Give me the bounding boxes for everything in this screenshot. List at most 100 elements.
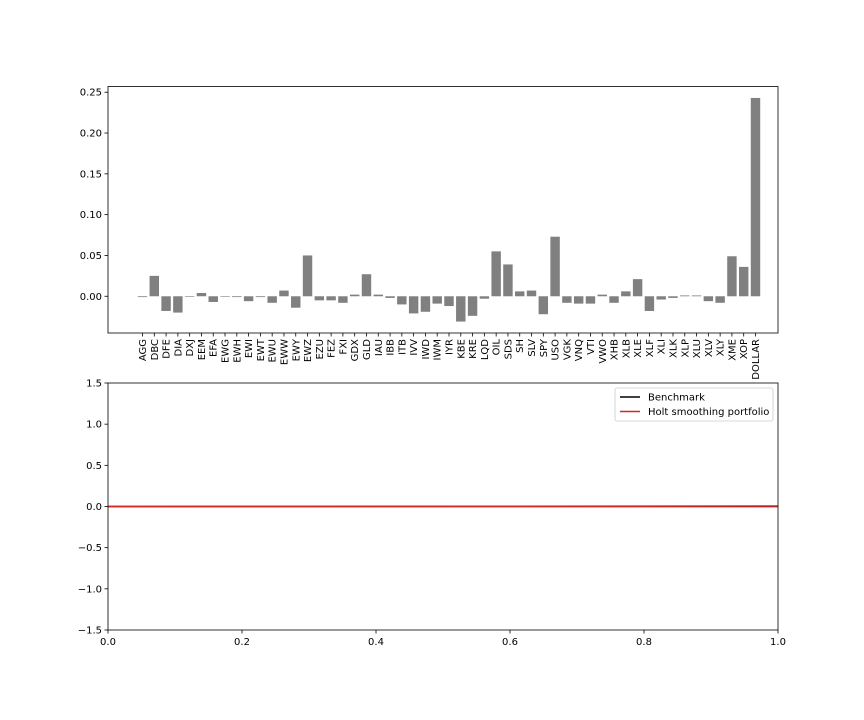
line-y-tick-label: 1.5 bbox=[86, 379, 102, 390]
line-y-tick-label: 0.0 bbox=[86, 502, 102, 513]
bar-x-tick-label: USO bbox=[551, 339, 562, 361]
bar-x-tick-label: DXJ bbox=[185, 339, 196, 357]
line-y-tick-label: −0.5 bbox=[78, 543, 102, 554]
bar-x-tick-label: XHB bbox=[610, 339, 621, 360]
bar-y-tick-label: 0.15 bbox=[80, 169, 102, 180]
bar-xop bbox=[739, 266, 749, 297]
bar-sds bbox=[503, 264, 513, 297]
bar-x-tick-label: VTI bbox=[586, 339, 597, 355]
bar-vwo bbox=[597, 294, 607, 297]
legend: Benchmark Holt smoothing portfolio bbox=[614, 387, 774, 422]
bar-x-tick-label: FXI bbox=[338, 339, 349, 355]
bar-efa bbox=[208, 296, 218, 302]
bar-ewh bbox=[232, 296, 242, 298]
bar-x-tick-label: IAU bbox=[374, 339, 385, 356]
legend-label-holt-smoothing-portfolio: Holt smoothing portfolio bbox=[648, 407, 769, 418]
bar-uso bbox=[550, 236, 560, 297]
bar-x-tick-label: XLY bbox=[716, 338, 727, 356]
line-y-tick-label: −1.0 bbox=[78, 584, 102, 595]
bar-y-tick-label: 0.10 bbox=[80, 210, 102, 221]
bar-x-tick-label: EWW bbox=[279, 339, 290, 365]
bar-x-tick-label: GDX bbox=[350, 339, 361, 361]
bar-y-tick-label: 0.25 bbox=[80, 88, 102, 99]
bar-xme bbox=[727, 256, 737, 297]
bar-fez bbox=[326, 296, 336, 301]
bar-xlk bbox=[668, 296, 678, 298]
bar-xlb bbox=[621, 291, 631, 297]
bar-x-tick-label: DIA bbox=[173, 339, 184, 357]
bar-iyr bbox=[444, 296, 454, 307]
line-x-tick-label: 0.2 bbox=[234, 637, 250, 648]
line-x-tick-label: 0.6 bbox=[502, 637, 518, 648]
bar-kre bbox=[467, 296, 478, 316]
bar-ewy bbox=[291, 296, 301, 308]
bar-xlp bbox=[680, 295, 690, 297]
bar-vnq bbox=[573, 296, 584, 304]
bar-iwd bbox=[420, 296, 431, 312]
bar-x-tick-label: SH bbox=[515, 339, 526, 353]
bar-chart: 0.00 0.05 0.10 0.15 0.20 0.25 AGG DBC DFE DIA DXJ… bbox=[80, 86, 779, 380]
bar-slv bbox=[526, 290, 537, 297]
bar-x-tick-label: SDS bbox=[503, 339, 514, 359]
bar-xhb bbox=[609, 296, 619, 303]
bar-x-tick-label: KBE bbox=[456, 339, 467, 359]
bar-eww bbox=[279, 290, 289, 297]
bar-x-tick-label: SPY bbox=[539, 338, 550, 357]
bar-chart-x-ticks: AGG DBC DFE DIA DXJ EEM EFA EWG EWH EWI EWT EWU EWW E… bbox=[138, 333, 762, 380]
bar-ewt bbox=[255, 296, 266, 298]
bar-x-tick-label: XLK bbox=[668, 339, 679, 358]
line-y-tick-label: −1.5 bbox=[78, 626, 102, 637]
line-y-tick-label: 0.5 bbox=[86, 461, 102, 472]
bar-spy bbox=[538, 296, 549, 315]
bars bbox=[137, 97, 761, 322]
bar-x-tick-label: VGK bbox=[562, 339, 573, 361]
bar-oil bbox=[491, 251, 501, 297]
bar-kbe bbox=[456, 296, 466, 322]
bar-x-tick-label: DOLLAR bbox=[751, 339, 762, 380]
bar-vti bbox=[585, 296, 596, 304]
line-chart: −1.5 −1.0 −0.5 0.0 0.5 1.0 1.5 0.0 0.2 0.4 0.6 0.8… bbox=[78, 379, 786, 649]
bar-iau bbox=[373, 294, 383, 297]
bar-xly bbox=[715, 296, 725, 303]
bar-agg bbox=[137, 296, 148, 298]
bar-y-tick-label: 0.20 bbox=[80, 129, 102, 140]
bar-x-tick-label: XLF bbox=[645, 339, 656, 357]
bar-x-tick-label: XLV bbox=[704, 339, 715, 357]
bar-ewu bbox=[267, 296, 277, 303]
bar-x-tick-label: IVV bbox=[409, 339, 420, 356]
bar-chart-axes-frame bbox=[107, 86, 779, 334]
bar-chart-y-ticks: 0.00 0.05 0.10 0.15 0.20 0.25 bbox=[80, 88, 108, 303]
bar-x-tick-label: ITB bbox=[397, 339, 408, 355]
bar-x-tick-label: EFA bbox=[209, 339, 220, 357]
bar-x-tick-label: KRE bbox=[468, 339, 479, 359]
bar-x-tick-label: AGG bbox=[138, 339, 149, 361]
bar-x-tick-label: IWM bbox=[433, 339, 444, 360]
bar-x-tick-label: EWU bbox=[268, 339, 279, 363]
line-x-tick-label: 0.8 bbox=[636, 637, 652, 648]
bar-x-tick-label: LQD bbox=[480, 339, 491, 360]
bar-x-tick-label: EWT bbox=[256, 338, 267, 361]
bar-x-tick-label: DFE bbox=[162, 339, 173, 359]
bar-dollar bbox=[750, 97, 761, 297]
bar-x-tick-label: EWY bbox=[291, 338, 302, 361]
bar-x-tick-label: EWG bbox=[221, 339, 232, 363]
line-x-tick-label: 1.0 bbox=[770, 637, 786, 648]
bar-x-tick-label: XOP bbox=[739, 339, 750, 359]
line-y-tick-label: 1.0 bbox=[86, 420, 102, 431]
bar-ivv bbox=[408, 296, 419, 314]
bar-ewi bbox=[243, 296, 254, 302]
bar-ewz bbox=[302, 255, 313, 297]
line-x-tick-label: 0.0 bbox=[100, 637, 116, 648]
bar-x-tick-label: EWI bbox=[244, 339, 255, 358]
bar-x-tick-label: VWO bbox=[598, 339, 609, 364]
bar-x-tick-label: XLI bbox=[657, 339, 668, 354]
bar-x-tick-label: XLU bbox=[692, 339, 703, 358]
bar-fxi bbox=[338, 296, 348, 303]
bar-lqd bbox=[479, 296, 490, 299]
bar-x-tick-label: DBC bbox=[150, 339, 161, 360]
bar-eem bbox=[196, 293, 207, 297]
legend-box bbox=[614, 387, 774, 422]
bar-dxj bbox=[184, 296, 195, 297]
bar-x-tick-label: XLE bbox=[633, 339, 644, 358]
bar-gdx bbox=[349, 294, 360, 297]
